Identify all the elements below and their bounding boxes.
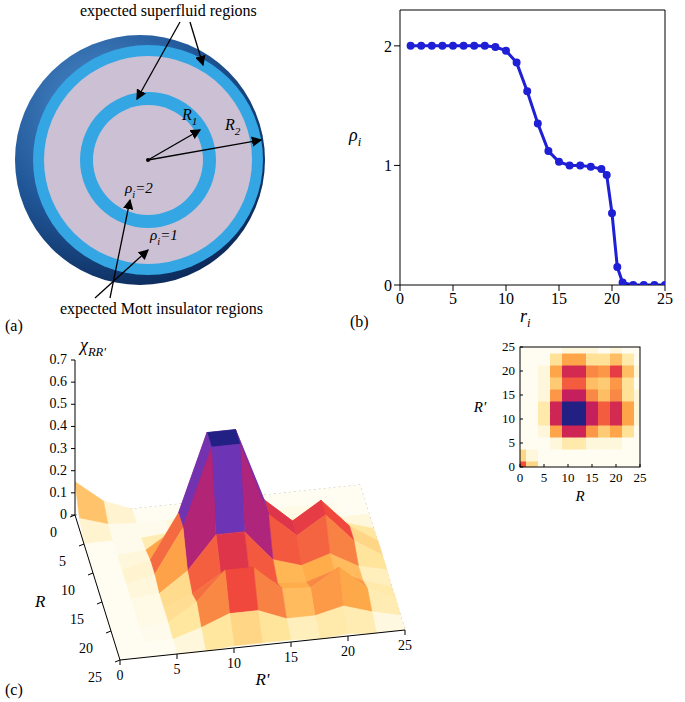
svg-text:0: 0 — [60, 507, 67, 522]
svg-text:0: 0 — [396, 290, 404, 307]
svg-text:0.2: 0.2 — [50, 463, 68, 478]
svg-text:25: 25 — [657, 290, 673, 307]
svg-text:0: 0 — [117, 668, 124, 683]
svg-text:ρi=1: ρi=1 — [149, 227, 178, 247]
svg-text:5: 5 — [449, 290, 457, 307]
svg-text:5: 5 — [541, 470, 548, 485]
svg-text:(c): (c) — [5, 681, 23, 699]
svg-text:20: 20 — [604, 290, 620, 307]
svg-text:0: 0 — [384, 277, 392, 294]
svg-text:15: 15 — [70, 612, 84, 627]
svg-text:expected superfluid regions: expected superfluid regions — [80, 2, 257, 20]
svg-text:R': R' — [254, 670, 269, 689]
svg-text:15: 15 — [586, 470, 599, 485]
svg-text:R': R' — [473, 399, 487, 415]
svg-text:0: 0 — [509, 459, 516, 474]
svg-text:10: 10 — [562, 470, 575, 485]
svg-text:20: 20 — [502, 363, 515, 378]
svg-text:15: 15 — [284, 650, 298, 665]
svg-text:2: 2 — [384, 38, 392, 55]
svg-text:R: R — [34, 592, 46, 611]
svg-text:25: 25 — [88, 670, 102, 685]
html-text:ri: ri — [520, 306, 531, 330]
svg-text:0: 0 — [517, 470, 524, 485]
svg-text:10: 10 — [498, 290, 514, 307]
svg-text:0.4: 0.4 — [50, 418, 68, 433]
svg-text:1: 1 — [384, 157, 392, 174]
svg-text:ρi=2: ρi=2 — [124, 180, 153, 200]
svg-text:R: R — [574, 488, 584, 504]
svg-text:20: 20 — [341, 644, 355, 659]
svg-text:10: 10 — [61, 583, 75, 598]
svg-text:20: 20 — [610, 470, 623, 485]
svg-text:10: 10 — [502, 411, 515, 426]
svg-text:0.1: 0.1 — [50, 485, 68, 500]
svg-text:0: 0 — [50, 525, 57, 540]
svg-text:25: 25 — [502, 339, 515, 354]
svg-text:5: 5 — [59, 554, 66, 569]
svg-text:0.7: 0.7 — [50, 352, 68, 367]
svg-text:25: 25 — [398, 638, 412, 653]
svg-text:R1: R1 — [181, 106, 197, 127]
svg-text:expected Mott insulator region: expected Mott insulator regions — [60, 300, 263, 318]
svg-text:0.5: 0.5 — [50, 396, 68, 411]
svg-text:0.3: 0.3 — [50, 441, 68, 456]
svg-text:15: 15 — [502, 387, 515, 402]
svg-text:20: 20 — [79, 641, 93, 656]
svg-text:15: 15 — [551, 290, 567, 307]
svg-text:5: 5 — [174, 662, 181, 677]
svg-text:25: 25 — [634, 470, 647, 485]
svg-text:R2: R2 — [224, 116, 241, 137]
svg-text:10: 10 — [227, 656, 241, 671]
svg-text:(a): (a) — [5, 317, 23, 335]
html-text:ρi: ρi — [349, 125, 362, 149]
svg-text:0.6: 0.6 — [50, 374, 68, 389]
svg-text:5: 5 — [509, 435, 516, 450]
svg-text:χRR': χRR' — [78, 335, 106, 359]
html-text:(b): (b) — [350, 313, 369, 330]
